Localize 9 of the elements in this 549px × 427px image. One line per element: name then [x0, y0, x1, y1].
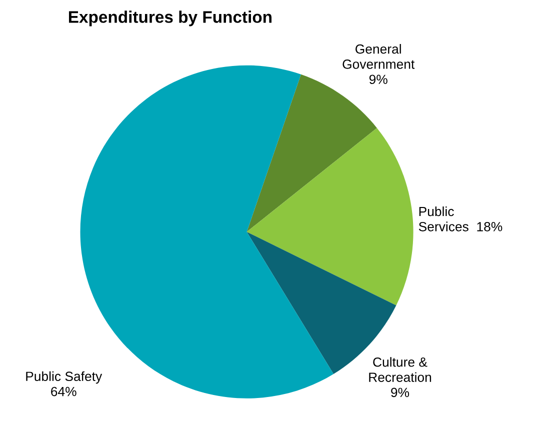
slice-label: Public Services 18%	[418, 206, 502, 232]
slice-label: General Government	[342, 44, 415, 69]
data-label: 64%	[51, 386, 76, 396]
pie-slice	[246, 128, 414, 306]
chart-title: Expenditures by Function	[68, 10, 272, 26]
slice-label: Culture & Recreation	[369, 357, 432, 382]
slice-label: Public Safety	[26, 371, 102, 384]
data-label: 9%	[391, 388, 410, 398]
data-label: 9%	[369, 74, 388, 84]
